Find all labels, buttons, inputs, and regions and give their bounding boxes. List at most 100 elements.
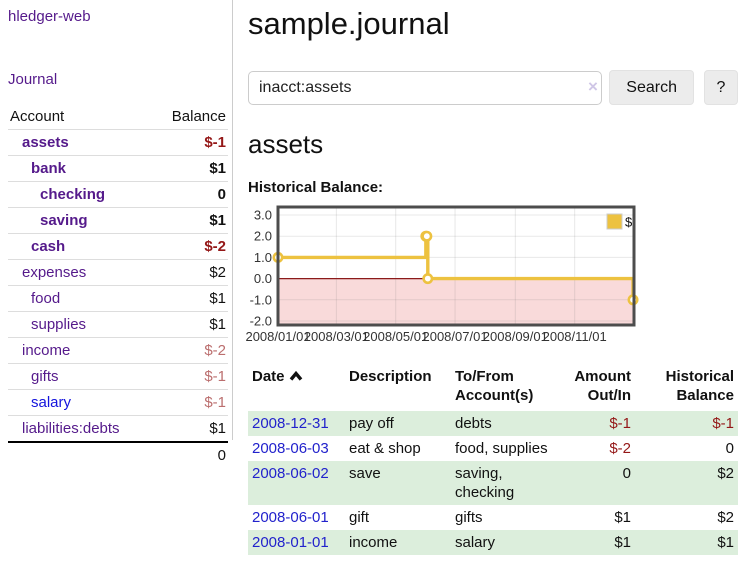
transaction-amount: $-2 xyxy=(609,440,631,457)
account-link[interactable]: income xyxy=(22,342,71,359)
account-balance: $1 xyxy=(153,207,228,234)
chart-canvas: -2.0 -1.0 0.0 1.0 2.0 3.0 2008/01/012008/03/01… xyxy=(245,205,639,344)
transaction-row: 2008-06-03 eat & shop food, supplies $-2 0 xyxy=(248,436,738,461)
search-input[interactable] xyxy=(248,70,603,105)
account-balance: $-2 xyxy=(153,233,228,260)
account-link[interactable]: checking xyxy=(40,186,106,203)
account-row: food $1 xyxy=(8,285,228,312)
transaction-row: 2008-06-01 gift gifts $1 $2 xyxy=(248,505,738,530)
register-header-amount: Amount Out/In xyxy=(574,368,631,404)
svg-text:1.0: 1.0 xyxy=(254,250,272,265)
search-form: × Search ? xyxy=(248,70,738,105)
transaction-balance: $-1 xyxy=(712,415,734,432)
register-header-date: Date xyxy=(248,365,345,411)
account-heading: assets xyxy=(248,129,324,159)
transaction-description: income xyxy=(349,534,398,551)
transaction-row: 2008-06-02 save saving, checking 0 $2 xyxy=(248,461,738,505)
transaction-date-link[interactable]: 2008-01-01 xyxy=(252,534,329,551)
account-row: saving $1 xyxy=(8,207,228,234)
register-table: Date Description To/From Account(s) Amou… xyxy=(248,365,738,555)
transaction-date-link[interactable]: 2008-12-31 xyxy=(252,415,329,432)
account-row: cash $-2 xyxy=(8,233,228,260)
transaction-balance: $2 xyxy=(717,509,734,526)
sidebar: hledger-web Journal Account Balance asse… xyxy=(0,0,233,468)
svg-text:$: $ xyxy=(625,215,633,230)
transaction-accounts: salary xyxy=(455,534,496,551)
account-row: bank $1 xyxy=(8,155,228,182)
clear-search-icon[interactable]: × xyxy=(588,77,598,96)
main-content: sample.journal × Search ? assets Histori… xyxy=(245,0,738,555)
transaction-date-link[interactable]: 2008-06-03 xyxy=(252,440,329,457)
sort-ascending-caret-icon xyxy=(289,370,302,381)
account-balance: 0 xyxy=(153,181,228,208)
account-link[interactable]: saving xyxy=(40,212,88,229)
chart-title: Historical Balance: xyxy=(248,179,384,196)
help-button[interactable]: ? xyxy=(704,70,738,105)
svg-text:2008/09/01: 2008/09/01 xyxy=(483,329,548,344)
account-row: income $-2 xyxy=(8,337,228,364)
account-row: expenses $2 xyxy=(8,259,228,286)
account-balance: $1 xyxy=(153,311,228,338)
account-link[interactable]: assets xyxy=(22,134,69,151)
account-row: assets $-1 xyxy=(8,129,228,156)
transaction-date-link[interactable]: 2008-06-02 xyxy=(252,465,329,482)
account-balance: $1 xyxy=(153,155,228,182)
transaction-amount: $-1 xyxy=(609,415,631,432)
svg-text:2008/07/01: 2008/07/01 xyxy=(422,329,487,344)
svg-text:2.0: 2.0 xyxy=(254,229,272,244)
svg-text:-1.0: -1.0 xyxy=(250,292,272,307)
account-row: salary $-1 xyxy=(8,389,228,416)
transaction-balance: $2 xyxy=(717,465,734,482)
accounts-table: Account Balance assets $-1 bank $1 checking 0… xyxy=(8,104,228,468)
register-table-body: 2008-12-31 pay off debts $-1 $-1 2008-06-03 ea… xyxy=(248,411,738,555)
account-link[interactable]: expenses xyxy=(22,264,87,281)
transaction-accounts: debts xyxy=(455,415,492,432)
accounts-total-row: 0 xyxy=(8,441,228,468)
register-header-balance: Historical Balance xyxy=(665,368,734,404)
register-header-tofrom: To/From Account(s) xyxy=(455,368,534,404)
transaction-balance: 0 xyxy=(725,440,734,457)
transaction-description: save xyxy=(349,465,381,482)
account-link[interactable]: supplies xyxy=(31,316,87,333)
account-link[interactable]: cash xyxy=(31,238,66,255)
account-balance: $1 xyxy=(153,285,228,312)
transaction-amount: $1 xyxy=(614,534,631,551)
register-header-row: Date Description To/From Account(s) Amou… xyxy=(248,365,738,411)
account-link[interactable]: bank xyxy=(31,160,67,177)
accounts-total-value: 0 xyxy=(153,441,228,468)
account-balance: $-1 xyxy=(153,129,228,156)
account-row: supplies $1 xyxy=(8,311,228,338)
account-link[interactable]: gifts xyxy=(31,368,59,385)
accounts-table-header: Account Balance xyxy=(8,104,228,130)
search-button[interactable]: Search xyxy=(609,70,694,105)
transaction-accounts: gifts xyxy=(455,509,483,526)
transaction-row: 2008-01-01 income salary $1 $1 xyxy=(248,530,738,555)
transaction-amount: 0 xyxy=(622,465,631,482)
account-balance: $2 xyxy=(153,259,228,286)
account-link[interactable]: liabilities:debts xyxy=(22,420,120,437)
account-balance: $-1 xyxy=(153,363,228,390)
account-balance: $1 xyxy=(153,415,228,442)
account-row: checking 0 xyxy=(8,181,228,208)
app-brand-link[interactable]: hledger-web xyxy=(8,8,91,25)
transaction-description: eat & shop xyxy=(349,440,421,457)
account-row: gifts $-1 xyxy=(8,363,228,390)
account-link[interactable]: salary xyxy=(31,394,72,411)
transaction-accounts: food, supplies xyxy=(455,440,548,457)
sidebar-item-journal[interactable]: Journal xyxy=(8,71,58,88)
accounts-header-account: Account xyxy=(10,108,65,125)
account-balance: $-1 xyxy=(153,389,228,416)
transaction-date-link[interactable]: 2008-06-01 xyxy=(252,509,329,526)
account-link[interactable]: food xyxy=(31,290,61,307)
account-row: liabilities:debts $1 xyxy=(8,415,228,442)
historical-balance-chart: -2.0 -1.0 0.0 1.0 2.0 3.0 2008/01/01 2008/03/01… xyxy=(245,205,738,347)
svg-text:2008/11/01: 2008/11/01 xyxy=(543,329,607,344)
transaction-row: 2008-12-31 pay off debts $-1 $-1 xyxy=(248,411,738,436)
accounts-header-balance: Balance xyxy=(171,108,226,125)
svg-text:2008/05/01: 2008/05/01 xyxy=(363,329,428,344)
svg-text:0.0: 0.0 xyxy=(254,271,272,286)
svg-text:3.0: 3.0 xyxy=(254,208,272,223)
svg-text:-2.0: -2.0 xyxy=(250,314,272,329)
accounts-table-body: assets $-1 bank $1 checking 0 saving $1 cash $-2 e… xyxy=(8,129,228,442)
transaction-amount: $1 xyxy=(614,509,631,526)
